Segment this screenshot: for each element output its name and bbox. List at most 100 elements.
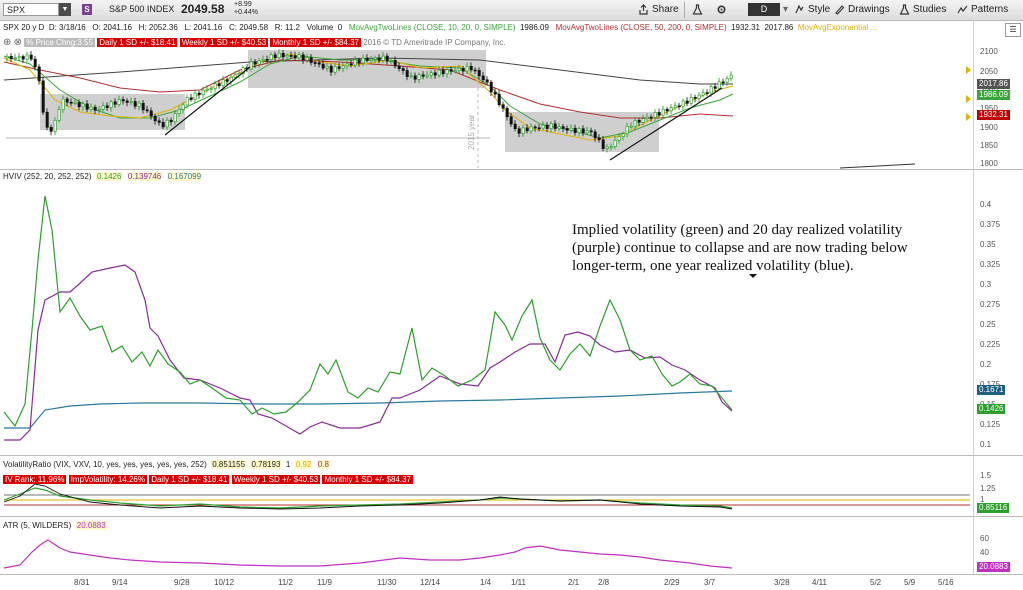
vr-study-label[interactable]: VolatilityRatio (VIX, VXV, 10, yes, yes,… xyxy=(3,460,207,469)
price-axis-tick: 1850 xyxy=(980,141,998,150)
candle xyxy=(309,57,313,63)
price-axis-tick: 1800 xyxy=(980,159,998,168)
candle xyxy=(25,54,29,60)
candle xyxy=(197,92,201,96)
pane-menu-button[interactable]: ☰ xyxy=(1005,23,1021,37)
price-candles xyxy=(5,49,733,153)
candle xyxy=(717,81,721,89)
year-marker-label: 2015 year xyxy=(467,114,476,150)
flask-icon xyxy=(899,4,910,15)
candle xyxy=(9,55,13,60)
candle xyxy=(117,99,121,105)
time-axis-tick: 8/31 xyxy=(74,578,90,587)
ema-study-label[interactable]: MovAvgExponential ... xyxy=(797,23,878,32)
price-change: +8.99 +0.44% xyxy=(234,1,258,17)
studies-button[interactable]: Studies xyxy=(899,2,946,17)
candle xyxy=(453,70,457,72)
candle xyxy=(97,109,101,111)
ma50-value: 1932.31 xyxy=(731,23,760,32)
atr-axis-tick: 60 xyxy=(980,534,989,543)
drawings-button[interactable]: Drawings xyxy=(834,2,890,17)
hviv-header: HVIV (252, 20, 252, 252) 0.1426 0.139746… xyxy=(3,172,203,181)
hviv-plot xyxy=(3,195,760,441)
candle xyxy=(269,54,273,60)
candle xyxy=(497,93,501,106)
candle xyxy=(5,55,9,59)
candle xyxy=(589,130,593,133)
candle xyxy=(193,92,197,100)
candle xyxy=(81,103,85,108)
candle xyxy=(537,127,541,130)
candle xyxy=(477,70,481,77)
candle xyxy=(417,74,421,80)
candle xyxy=(341,65,345,69)
vr-labels: IV Rank: 11.96% ImpVolatility: 14.26% Da… xyxy=(3,475,413,484)
trend-line[interactable] xyxy=(164,66,251,136)
close-icon[interactable]: ⊗ xyxy=(13,37,23,48)
add-icon[interactable]: ⊕ xyxy=(3,37,12,48)
trend-line[interactable] xyxy=(839,163,916,169)
candle xyxy=(181,104,185,110)
settings-button[interactable] xyxy=(716,2,730,17)
candle xyxy=(697,94,701,99)
candle xyxy=(521,127,525,134)
candle xyxy=(121,99,125,102)
candle xyxy=(325,65,329,69)
candle xyxy=(393,60,397,67)
toolbar-divider xyxy=(684,2,685,18)
hviv-study-label[interactable]: HVIV (252, 20, 252, 252) xyxy=(3,172,92,181)
candle xyxy=(689,97,693,104)
candle xyxy=(209,88,213,90)
candle xyxy=(89,106,93,110)
candle xyxy=(373,57,377,60)
candle xyxy=(321,63,325,69)
ma50-study-label[interactable]: MovAvgTwoLines (CLOSE, 50, 200, 0, SIMPL… xyxy=(555,23,727,32)
candle xyxy=(241,67,245,74)
hviv-axis-tick: 0.175 xyxy=(980,380,1000,389)
ma50-line xyxy=(3,59,734,119)
price-change-tag: % Price Chng:3.55 xyxy=(24,38,95,47)
trend-line[interactable] xyxy=(609,87,723,161)
atr-study-label[interactable]: ATR (5, WILDERS) xyxy=(3,521,72,530)
candle xyxy=(105,105,109,108)
time-axis-tick: 3/28 xyxy=(774,578,790,587)
candle xyxy=(613,140,617,147)
hv-1y-line xyxy=(4,390,733,429)
candle xyxy=(505,107,509,117)
patterns-button[interactable]: Patterns xyxy=(957,2,1008,17)
symbol-dropdown-button[interactable]: ▼ xyxy=(59,3,71,16)
candle xyxy=(509,116,513,125)
hviv-axis-tick: 0.375 xyxy=(980,220,1001,229)
style-button[interactable]: Style xyxy=(794,2,830,17)
hviv-flag: 0.1426 xyxy=(977,404,1006,414)
period-dropdown[interactable]: ▾ xyxy=(783,2,788,17)
candle xyxy=(657,112,661,116)
candle xyxy=(205,88,209,91)
flask-button[interactable] xyxy=(692,2,706,17)
candle xyxy=(365,57,369,61)
candle xyxy=(413,75,417,80)
candle xyxy=(381,55,385,61)
symbol-input[interactable]: SPX xyxy=(3,3,59,16)
change-value: +8.99 xyxy=(234,1,252,8)
candle xyxy=(693,97,697,99)
share-button[interactable]: Share xyxy=(638,2,679,17)
candle xyxy=(501,104,505,109)
bar-high: H: 2052.36 xyxy=(138,23,178,32)
period-button[interactable]: D xyxy=(748,3,780,16)
price-axis-tick: 2050 xyxy=(980,67,998,76)
candle xyxy=(93,106,97,111)
candle xyxy=(317,62,321,65)
ma10-study-label[interactable]: MovAvgTwoLines (CLOSE, 10, 20, 0, SIMPLE… xyxy=(348,23,516,32)
candle xyxy=(125,100,129,103)
time-axis-tick: 3/7 xyxy=(704,578,716,587)
chevron-down-icon: ▾ xyxy=(783,4,789,15)
vr-value-1: 0.851155 xyxy=(211,460,247,469)
candle xyxy=(673,105,677,108)
time-axis-tick: 12/14 xyxy=(420,578,441,587)
candle xyxy=(337,66,341,69)
candle xyxy=(665,108,669,112)
daily-sd-tag: Daily 1 SD +/- $18.41 xyxy=(97,38,178,47)
candle xyxy=(233,74,237,78)
